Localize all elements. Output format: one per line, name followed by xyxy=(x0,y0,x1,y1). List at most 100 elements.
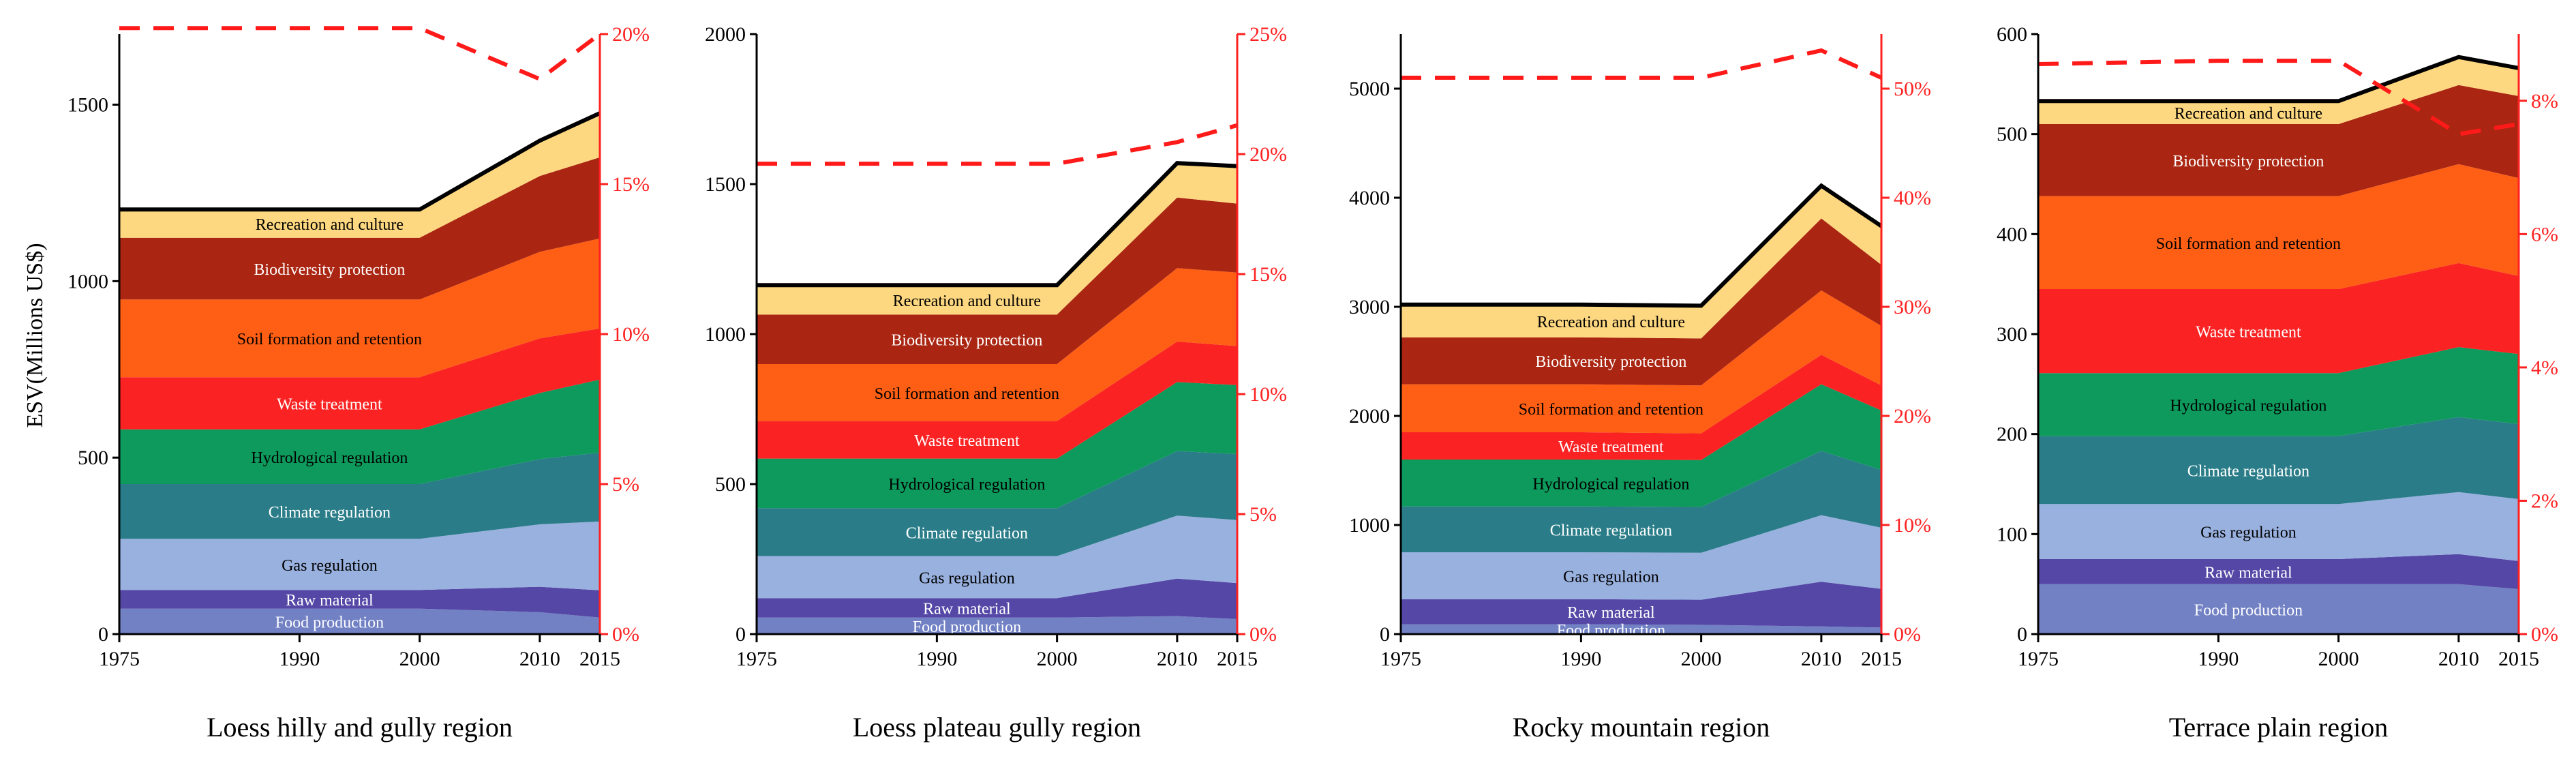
y2-tick-label: 20% xyxy=(612,23,650,46)
series-label: Biodiversity protection xyxy=(1535,353,1686,371)
series-label: Biodiversity protection xyxy=(891,332,1042,350)
area-biodiversity-protection xyxy=(757,197,1237,364)
area-food-production xyxy=(1401,624,1881,634)
series-label: Biodiversity protection xyxy=(254,261,405,279)
area-waste-treatment xyxy=(119,328,600,430)
series-label: Raw material xyxy=(2204,564,2292,582)
y-tick-label: 2000 xyxy=(705,23,746,46)
y2-tick-label: 0% xyxy=(1249,623,1277,646)
y-tick-label: 500 xyxy=(1997,123,2027,146)
percent-line xyxy=(2037,59,2519,136)
series-label: Waste treatment xyxy=(2196,324,2301,342)
panel-title: Terrace plain region xyxy=(2169,712,2388,742)
area-gas-regulation xyxy=(757,515,1237,599)
series-label: Hydrological regulation xyxy=(251,449,408,467)
series-label: Raw material xyxy=(1567,604,1655,622)
x-tick-label: 1990 xyxy=(1560,648,1601,670)
series-label: Soil formation and retention xyxy=(875,385,1059,403)
y-tick-label: 4000 xyxy=(1349,187,1390,209)
x-tick-label: 2010 xyxy=(1801,648,1842,670)
area-food-production xyxy=(757,616,1237,634)
y2-tick-label: 15% xyxy=(1249,263,1287,286)
area-climate-regulation xyxy=(2038,417,2519,505)
series-label: Recreation and culture xyxy=(256,216,404,234)
series-label: Raw material xyxy=(923,601,1011,618)
area-soil-formation-and-retention xyxy=(119,238,600,378)
series-label: Climate regulation xyxy=(269,504,391,522)
area-soil-formation-and-retention xyxy=(2038,164,2519,289)
x-tick-label: 2000 xyxy=(1037,648,1078,670)
y2-tick-label: 10% xyxy=(612,323,650,346)
x-tick-label: 1990 xyxy=(916,648,957,670)
series-label: Food production xyxy=(2194,601,2303,619)
y-tick-label: 600 xyxy=(1997,23,2027,46)
area-gas-regulation xyxy=(119,521,600,590)
percent-line xyxy=(119,26,601,82)
series-label: Hydrological regulation xyxy=(888,476,1045,494)
y2-tick-label: 40% xyxy=(1894,187,1931,209)
series-label: Soil formation and retention xyxy=(237,331,422,348)
area-biodiversity-protection xyxy=(119,157,600,300)
total-esv-line xyxy=(119,111,601,212)
panel-title: Loess plateau gully region xyxy=(853,712,1141,742)
y-tick-label: 100 xyxy=(1997,523,2027,545)
area-hydrological-regulation xyxy=(1401,384,1881,507)
y2-tick-label: 20% xyxy=(1249,143,1287,166)
area-raw-material xyxy=(1401,582,1881,628)
area-recreation-and-culture xyxy=(1401,185,1881,339)
y-tick-label: 500 xyxy=(715,473,746,496)
x-tick-label: 2010 xyxy=(2438,648,2479,670)
area-food-production xyxy=(2038,584,2519,634)
panel-terrace-plain-region: Food production Raw material Gas regulatio… xyxy=(1997,23,2558,742)
y2-tick-label: 15% xyxy=(612,173,650,196)
x-tick-label: 1990 xyxy=(279,648,320,670)
series-label: Climate regulation xyxy=(906,524,1028,542)
series-label: Hydrological regulation xyxy=(1532,475,1689,493)
y2-tick-label: 5% xyxy=(612,473,639,496)
x-tick-label: 2015 xyxy=(1861,648,1902,670)
y2-tick-label: 6% xyxy=(2531,223,2558,245)
x-tick-label: 1975 xyxy=(99,648,140,670)
series-label: Food production xyxy=(1557,622,1665,640)
total-esv-line xyxy=(1401,183,1883,308)
panel-title: Loess hilly and gully region xyxy=(207,712,513,742)
area-climate-regulation xyxy=(119,452,600,539)
series-label: Climate regulation xyxy=(2187,463,2309,481)
series-label: Climate regulation xyxy=(1550,522,1672,539)
area-waste-treatment xyxy=(2038,262,2519,374)
y2-tick-label: 10% xyxy=(1894,514,1931,537)
panel-loess-hilly-and-gully-region: Food production Raw material Gas regulatio… xyxy=(67,23,650,742)
y2-tick-label: 20% xyxy=(1894,405,1931,427)
y-tick-label: 0 xyxy=(2017,623,2027,646)
area-waste-treatment xyxy=(1401,355,1881,460)
series-label: Soil formation and retention xyxy=(2156,235,2341,253)
area-soil-formation-and-retention xyxy=(1401,290,1881,434)
y2-tick-label: 4% xyxy=(2531,357,2558,379)
x-tick-label: 2015 xyxy=(2498,648,2539,670)
area-gas-regulation xyxy=(2038,492,2519,561)
y-tick-label: 3000 xyxy=(1349,296,1390,318)
y-axis-label: ESV(Millions US$) xyxy=(22,243,48,427)
series-label: Gas regulation xyxy=(2200,524,2297,542)
total-esv-line xyxy=(757,161,1238,288)
area-climate-regulation xyxy=(757,451,1237,556)
area-climate-regulation xyxy=(1401,451,1881,553)
area-soil-formation-and-retention xyxy=(757,268,1237,421)
y2-tick-label: 5% xyxy=(1249,503,1277,526)
x-tick-label: 2015 xyxy=(1217,648,1258,670)
area-hydrological-regulation xyxy=(757,382,1237,509)
x-tick-label: 2000 xyxy=(1681,648,1722,670)
y2-tick-label: 0% xyxy=(612,623,639,646)
y2-tick-label: 30% xyxy=(1894,296,1931,318)
y-tick-label: 1500 xyxy=(67,94,108,117)
y-tick-label: 2000 xyxy=(1349,405,1390,427)
y-tick-label: 0 xyxy=(736,623,746,646)
y-tick-label: 1000 xyxy=(705,323,746,346)
area-raw-material xyxy=(2038,554,2519,589)
series-label: Gas regulation xyxy=(1563,568,1659,586)
series-label: Recreation and culture xyxy=(893,292,1041,310)
series-label: Waste treatment xyxy=(277,396,382,414)
